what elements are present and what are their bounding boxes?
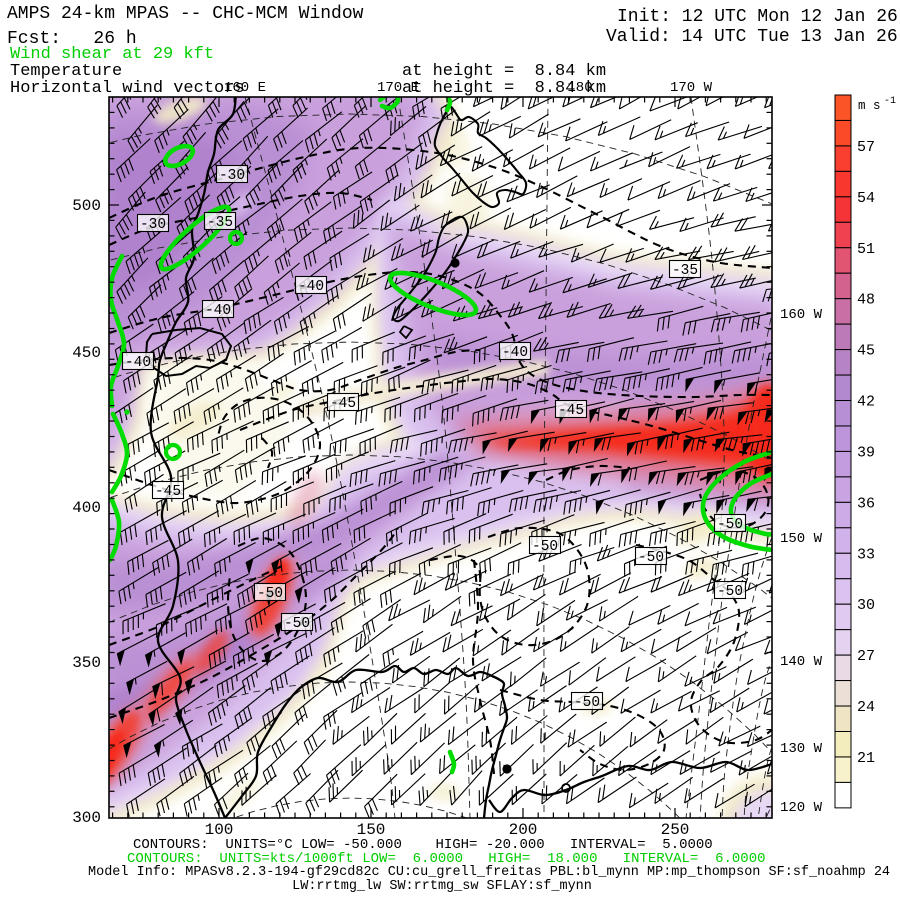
svg-text:36: 36: [857, 495, 875, 512]
svg-text:-45: -45: [155, 484, 181, 500]
svg-text:180: 180: [567, 80, 592, 96]
svg-text:200: 200: [509, 821, 538, 839]
svg-text:-45: -45: [330, 396, 356, 412]
svg-text:350: 350: [72, 654, 101, 672]
svg-text:Horizontal wind vectors: Horizontal wind vectors: [10, 79, 245, 98]
svg-text:140 W: 140 W: [780, 654, 823, 670]
svg-text:CONTOURS: UNITS=kts/1000ft LO: CONTOURS: UNITS=kts/1000ft LOW= 6.0000 H…: [127, 851, 766, 867]
svg-text:Temperature: Temperature: [10, 62, 122, 81]
svg-text:Valid: 14 UTC Tue 13 Jan 26: Valid: 14 UTC Tue 13 Jan 26: [606, 27, 898, 47]
svg-text:-50: -50: [532, 539, 558, 555]
svg-text:39: 39: [857, 444, 875, 461]
svg-text:450: 450: [72, 344, 101, 362]
svg-text:-45: -45: [558, 403, 584, 419]
svg-text:-50: -50: [257, 586, 283, 602]
svg-text:CONTOURS: UNITS=°C LOW= -50.0: CONTOURS: UNITS=°C LOW= -50.000 HIGH= -2…: [133, 837, 713, 853]
svg-text:-35: -35: [207, 215, 233, 231]
svg-text:Fcst: 26 h: Fcst: 26 h: [7, 29, 137, 49]
svg-text:33: 33: [857, 546, 875, 563]
svg-text:-30: -30: [140, 217, 166, 233]
svg-text:24: 24: [857, 699, 875, 716]
svg-text:54: 54: [857, 190, 875, 207]
svg-text:27: 27: [857, 648, 875, 665]
svg-text:-1: -1: [884, 96, 896, 107]
svg-text:30: 30: [857, 597, 875, 614]
svg-text:-40: -40: [298, 279, 324, 295]
svg-text:-50: -50: [284, 616, 310, 632]
svg-text:-35: -35: [672, 263, 698, 279]
svg-text:100: 100: [205, 821, 234, 839]
svg-text:-50: -50: [574, 695, 600, 711]
svg-text:45: 45: [857, 343, 875, 360]
svg-text:500: 500: [72, 197, 101, 215]
svg-text:Wind shear at 29 kft: Wind shear at 29 kft: [10, 45, 214, 64]
svg-text:m s: m s: [858, 99, 881, 113]
svg-text:LW:rrtmg_lw SW:rrtmg_sw SFLAY:: LW:rrtmg_lw SW:rrtmg_sw SFLAY:sf_mynn: [292, 879, 592, 894]
svg-text:Init: 12 UTC Mon 12 Jan 26: Init: 12 UTC Mon 12 Jan 26: [617, 7, 898, 27]
svg-text:-50: -50: [717, 584, 743, 600]
svg-text:21: 21: [857, 750, 875, 767]
svg-text:at height = 8.84 km: at height = 8.84 km: [402, 79, 606, 98]
svg-text:Model Info: MPASv8.2.3-194-gf2: Model Info: MPASv8.2.3-194-gf29cd82c CU:…: [88, 865, 890, 880]
svg-text:-40: -40: [205, 303, 231, 319]
svg-text:160 E: 160 E: [224, 80, 266, 96]
svg-text:150 W: 150 W: [780, 531, 823, 547]
svg-text:-50: -50: [717, 517, 743, 533]
svg-text:170 W: 170 W: [670, 80, 713, 96]
svg-text:-30: -30: [219, 168, 245, 184]
svg-text:150: 150: [357, 821, 386, 839]
svg-text:-50: -50: [638, 550, 664, 566]
svg-text:-40: -40: [125, 355, 151, 371]
svg-text:AMPS 24-km MPAS -- CHC-MCM Win: AMPS 24-km MPAS -- CHC-MCM Window: [7, 4, 364, 24]
svg-text:120 W: 120 W: [780, 800, 823, 816]
svg-text:170 E: 170 E: [377, 80, 419, 96]
svg-text:42: 42: [857, 394, 875, 411]
svg-text:250: 250: [661, 821, 690, 839]
svg-text:51: 51: [857, 241, 875, 258]
svg-text:160 W: 160 W: [780, 307, 823, 323]
svg-text:48: 48: [857, 292, 875, 309]
svg-text:-40: -40: [502, 345, 528, 361]
svg-text:400: 400: [72, 499, 101, 517]
svg-text:130 W: 130 W: [780, 741, 823, 757]
svg-text:at height = 8.84 km: at height = 8.84 km: [402, 62, 606, 81]
svg-text:57: 57: [857, 139, 875, 156]
svg-text:300: 300: [72, 809, 101, 827]
